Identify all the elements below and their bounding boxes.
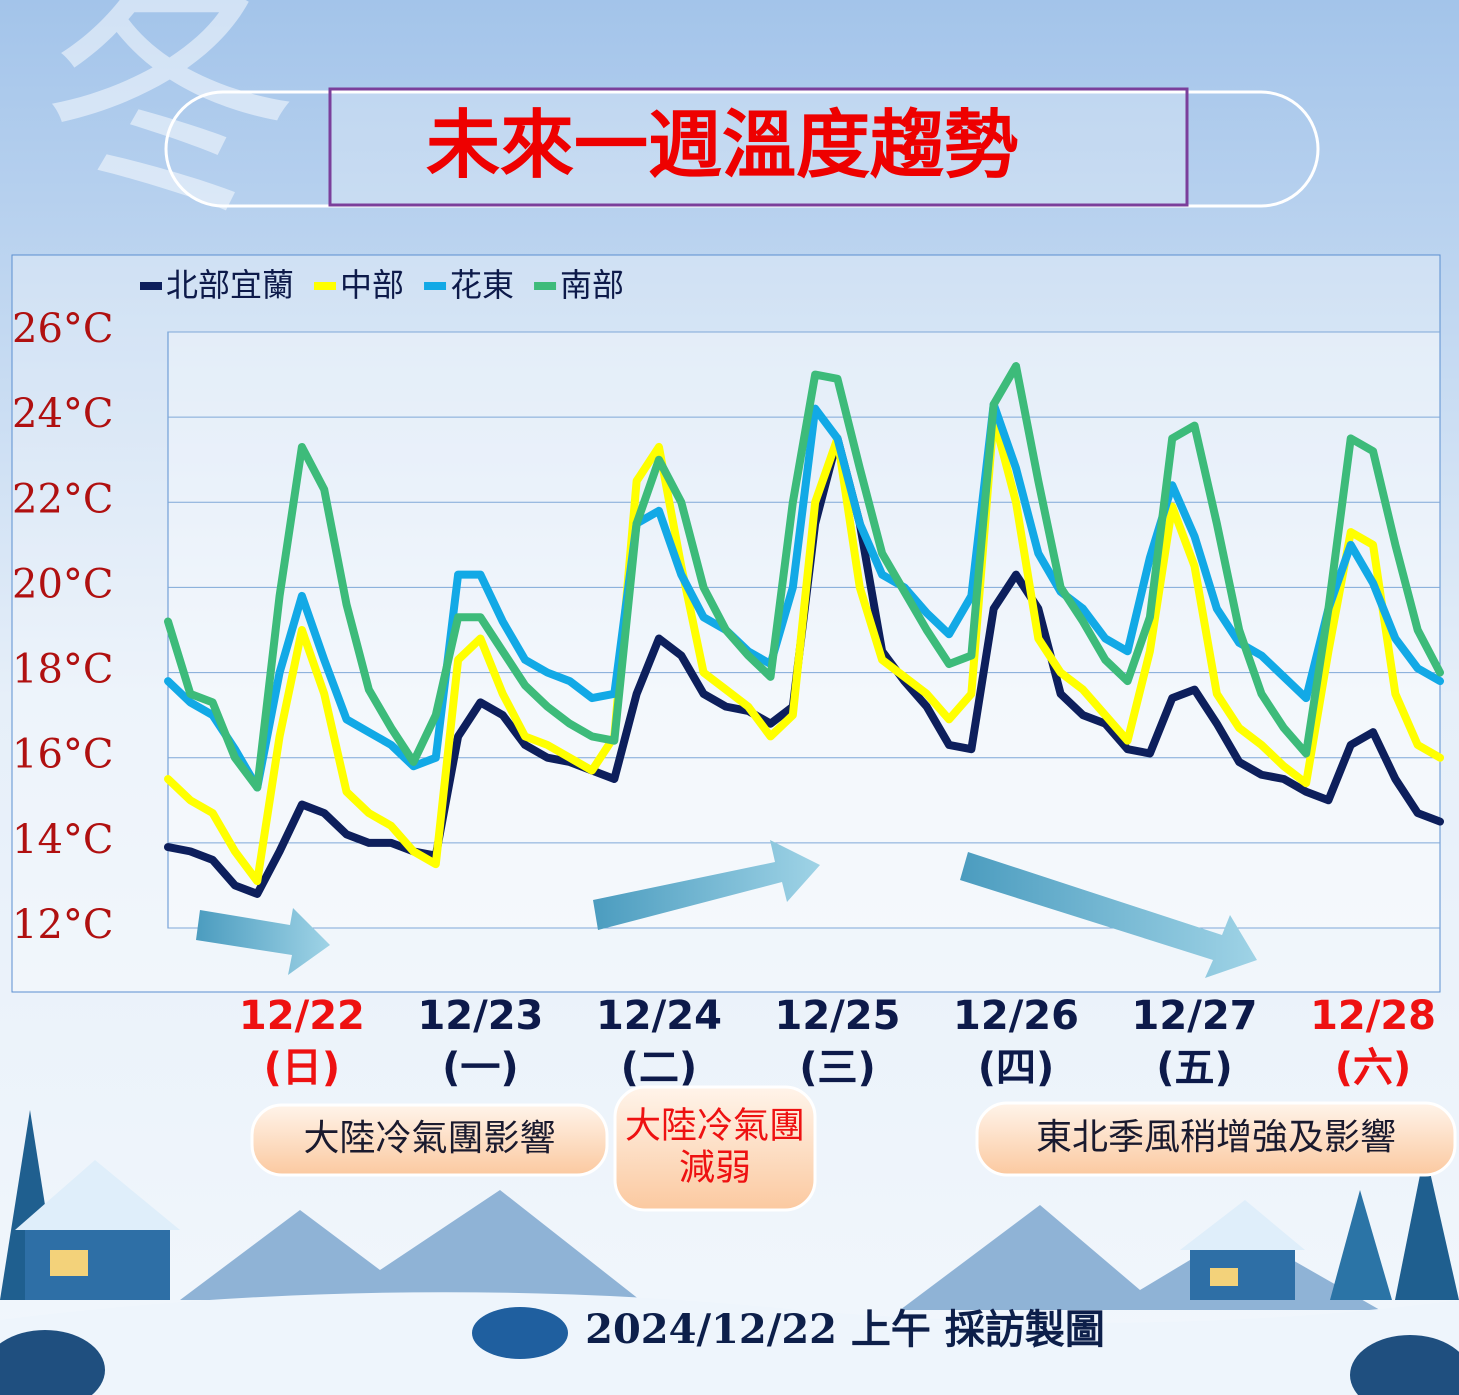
y-tick-label: 12°C bbox=[12, 902, 114, 948]
x-tick-label: 12/24 bbox=[596, 993, 722, 1039]
x-tick-sublabel: (一) bbox=[442, 1045, 519, 1091]
house-roof bbox=[1180, 1200, 1305, 1250]
logo bbox=[472, 1307, 568, 1359]
arrow bbox=[593, 840, 820, 930]
house-window bbox=[1210, 1268, 1238, 1286]
x-tick-label: 12/22 bbox=[239, 993, 365, 1039]
legend-label: 中部 bbox=[340, 266, 404, 304]
annotation-text: 減弱 bbox=[679, 1148, 751, 1189]
arrow bbox=[196, 908, 330, 975]
legend-swatch bbox=[424, 282, 447, 290]
annotation-box bbox=[975, 1101, 1457, 1177]
arrows bbox=[196, 840, 1257, 978]
annotation-box bbox=[613, 1085, 817, 1212]
legend-label: 花東 bbox=[450, 266, 514, 304]
y-tick-label: 24°C bbox=[12, 391, 114, 437]
x-tick-sublabel: (日) bbox=[264, 1045, 341, 1091]
title-box bbox=[328, 87, 1189, 207]
legend-label: 北部宜蘭 bbox=[166, 266, 294, 304]
annotation-text: 東北季風稍增強及影響 bbox=[1036, 1117, 1396, 1158]
legend-swatch bbox=[534, 282, 557, 290]
legend: 北部宜蘭 中部 花東 南部 bbox=[140, 266, 624, 304]
x-tick-label: 12/27 bbox=[1132, 993, 1258, 1039]
x-tick-label: 12/25 bbox=[775, 993, 901, 1039]
lines bbox=[164, 362, 1444, 898]
legend-swatch bbox=[314, 282, 337, 290]
x-tick-label: 12/23 bbox=[417, 993, 543, 1039]
y-tick-label: 26°C bbox=[12, 306, 114, 352]
arrow bbox=[960, 852, 1257, 978]
annotation-box bbox=[250, 1103, 609, 1177]
house-window bbox=[50, 1250, 88, 1276]
x-labels: 12/22 (日) 12/23 (一) 12/24 (二) 12/25 (三) 12/26 (四)… bbox=[239, 993, 1436, 1091]
y-tick-label: 22°C bbox=[12, 476, 114, 522]
scenery bbox=[0, 1110, 1459, 1395]
y-tick-label: 14°C bbox=[12, 817, 114, 863]
y-tick-label: 16°C bbox=[12, 732, 114, 778]
series-line bbox=[164, 362, 1444, 792]
footer: 2024/12/22 上午 採訪製圖 bbox=[585, 1306, 1105, 1353]
grid: 12°C 14°C 16°C 18°C 20°C 22°C 24°C 26°C bbox=[12, 306, 1440, 948]
x-tick-label: 12/28 bbox=[1310, 993, 1436, 1039]
tree bbox=[1330, 1190, 1392, 1300]
house-roof bbox=[15, 1160, 180, 1230]
x-tick-sublabel: (六) bbox=[1335, 1045, 1412, 1091]
x-tick-sublabel: (四) bbox=[978, 1045, 1055, 1091]
chart-title: 未來一週溫度趨勢 bbox=[426, 103, 1018, 189]
bush bbox=[1350, 1335, 1459, 1395]
bush bbox=[0, 1330, 105, 1395]
y-tick-label: 18°C bbox=[12, 647, 114, 693]
x-tick-sublabel: (二) bbox=[621, 1045, 698, 1091]
annotation-text: 大陸冷氣團 bbox=[625, 1106, 805, 1147]
x-tick-sublabel: (五) bbox=[1156, 1045, 1233, 1091]
legend-swatch bbox=[140, 282, 162, 290]
y-tick-label: 20°C bbox=[12, 561, 114, 607]
x-tick-label: 12/26 bbox=[953, 993, 1079, 1039]
house bbox=[1190, 1245, 1295, 1300]
annotation-text: 大陸冷氣團影響 bbox=[303, 1118, 555, 1159]
mountain bbox=[180, 1190, 640, 1300]
series-line bbox=[164, 400, 1444, 792]
x-tick-sublabel: (三) bbox=[799, 1045, 876, 1091]
legend-label: 南部 bbox=[560, 266, 624, 304]
tree bbox=[1395, 1150, 1459, 1300]
series-line bbox=[164, 413, 1444, 886]
house bbox=[25, 1225, 170, 1300]
snow-hill bbox=[0, 1292, 1459, 1395]
